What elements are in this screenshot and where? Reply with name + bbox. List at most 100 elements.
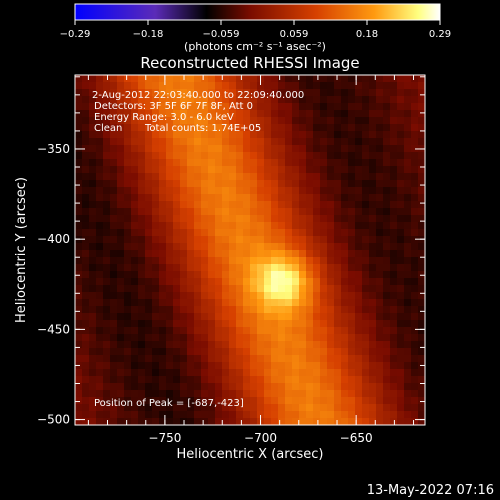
heatmap-cell: [201, 138, 209, 146]
heatmap-cell: [404, 299, 412, 307]
heatmap-cell: [243, 348, 251, 356]
heatmap-cell: [89, 271, 97, 279]
heatmap-cell: [194, 369, 202, 377]
heatmap-cell: [257, 89, 265, 97]
heatmap-cell: [320, 390, 328, 398]
heatmap-cell: [103, 418, 111, 425]
heatmap-cell: [355, 369, 363, 377]
heatmap-cell: [299, 264, 307, 272]
heatmap-cell: [82, 264, 90, 272]
heatmap-cell: [411, 341, 419, 349]
heatmap-cell: [390, 411, 398, 419]
heatmap-cell: [362, 166, 370, 174]
heatmap-cell: [341, 229, 349, 237]
heatmap-cell: [243, 82, 251, 90]
heatmap-cell: [418, 334, 425, 342]
heatmap-cell: [110, 82, 118, 90]
heatmap-cell: [327, 320, 335, 328]
heatmap-cell: [145, 376, 153, 384]
heatmap-cell: [292, 299, 300, 307]
heatmap-cell: [320, 194, 328, 202]
heatmap-cell: [180, 159, 188, 167]
heatmap-cell: [215, 411, 223, 419]
heatmap-cell: [418, 355, 425, 363]
heatmap-cell: [180, 187, 188, 195]
heatmap-cell: [313, 292, 321, 300]
heatmap-cell: [348, 82, 356, 90]
heatmap-cell: [348, 124, 356, 132]
heatmap-cell: [243, 418, 251, 425]
heatmap-cell: [278, 173, 286, 181]
heatmap-cell: [201, 383, 209, 391]
heatmap-cell: [82, 278, 90, 286]
heatmap-cell: [264, 257, 272, 265]
heatmap-cell: [292, 229, 300, 237]
heatmap-cell: [250, 362, 258, 370]
heatmap-cell: [145, 236, 153, 244]
heatmap-cell: [194, 418, 202, 425]
heatmap-cell: [82, 397, 90, 405]
heatmap-cell: [110, 194, 118, 202]
heatmap-cell: [166, 159, 174, 167]
colorbar-tick-label: −0.29: [60, 29, 91, 40]
heatmap-cell: [124, 82, 132, 90]
heatmap-cell: [369, 152, 377, 160]
heatmap-cell: [327, 152, 335, 160]
heatmap-cell: [334, 145, 342, 153]
heatmap-cell: [103, 292, 111, 300]
heatmap-cell: [383, 117, 391, 125]
heatmap-cell: [299, 348, 307, 356]
heatmap-cell: [327, 187, 335, 195]
heatmap-cell: [334, 187, 342, 195]
heatmap-cell: [75, 229, 83, 237]
heatmap-cell: [138, 355, 146, 363]
heatmap-cell: [229, 201, 237, 209]
heatmap-cell: [397, 313, 405, 321]
heatmap-cell: [187, 285, 195, 293]
heatmap-cell: [376, 404, 384, 412]
heatmap-cell: [152, 404, 160, 412]
heatmap-cell: [418, 341, 425, 349]
heatmap-cell: [292, 145, 300, 153]
heatmap-cell: [264, 152, 272, 160]
heatmap-cell: [348, 89, 356, 97]
heatmap-cell: [355, 313, 363, 321]
heatmap-cell: [187, 383, 195, 391]
heatmap-cell: [411, 390, 419, 398]
heatmap-cell: [215, 138, 223, 146]
heatmap-cell: [152, 89, 160, 97]
heatmap-cell: [103, 376, 111, 384]
heatmap-cell: [327, 376, 335, 384]
heatmap-cell: [103, 166, 111, 174]
heatmap-cell: [348, 236, 356, 244]
heatmap-cell: [222, 362, 230, 370]
heatmap-cell: [292, 320, 300, 328]
heatmap-cell: [152, 369, 160, 377]
heatmap-cell: [159, 166, 167, 174]
heatmap-cell: [341, 96, 349, 104]
heatmap-cell: [222, 299, 230, 307]
heatmap-cell: [145, 166, 153, 174]
heatmap-cell: [306, 320, 314, 328]
heatmap-cell: [117, 334, 125, 342]
heatmap-cell: [355, 152, 363, 160]
heatmap-cell: [75, 75, 83, 83]
heatmap-cell: [369, 145, 377, 153]
heatmap-cell: [96, 334, 104, 342]
heatmap-cell: [341, 383, 349, 391]
heatmap-cell: [138, 369, 146, 377]
heatmap-cell: [208, 327, 216, 335]
heatmap-cell: [208, 264, 216, 272]
heatmap-cell: [152, 313, 160, 321]
heatmap-cell: [215, 362, 223, 370]
heatmap-cell: [75, 292, 83, 300]
heatmap-cell: [334, 229, 342, 237]
heatmap-cell: [222, 117, 230, 125]
heatmap-cell: [82, 89, 90, 97]
heatmap-cell: [348, 208, 356, 216]
heatmap-cell: [397, 75, 405, 83]
heatmap-cell: [159, 124, 167, 132]
heatmap-cell: [264, 404, 272, 412]
heatmap-cell: [75, 236, 83, 244]
heatmap-cell: [348, 194, 356, 202]
